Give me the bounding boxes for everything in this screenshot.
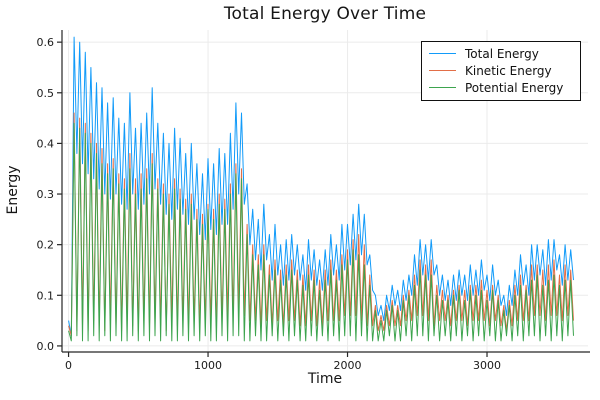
y-tick-label: 0.3	[37, 188, 55, 201]
x-tick-label: 3000	[473, 359, 501, 372]
y-tick-label: 0.4	[37, 137, 55, 150]
y-tick-label: 0.0	[37, 340, 55, 353]
y-tick-label: 0.2	[37, 239, 55, 252]
x-axis-label: Time	[307, 371, 343, 387]
series-line-potential-energy	[68, 122, 574, 342]
legend-line-sample	[429, 70, 456, 71]
legend-label: Potential Energy	[465, 80, 564, 95]
legend-item-total-energy: Total Energy	[429, 45, 573, 62]
x-tick-label: 0	[65, 359, 72, 372]
legend: Total Energy Kinetic Energy Potential Ener…	[421, 41, 581, 101]
y-tick-label: 0.5	[37, 87, 55, 100]
legend-label: Total Energy	[465, 46, 539, 61]
legend-line-sample	[429, 87, 456, 88]
y-tick-label: 0.6	[37, 36, 55, 49]
legend-label: Kinetic Energy	[465, 63, 552, 78]
legend-line-sample	[429, 53, 456, 54]
legend-item-potential-energy: Potential Energy	[429, 79, 573, 96]
y-tick-label: 0.1	[37, 289, 55, 302]
x-tick-label: 2000	[334, 359, 362, 372]
legend-item-kinetic-energy: Kinetic Energy	[429, 62, 573, 79]
x-tick-label: 1000	[194, 359, 222, 372]
series-line-total-energy	[68, 36, 574, 337]
chart-title: Total Energy Over Time	[223, 4, 427, 24]
